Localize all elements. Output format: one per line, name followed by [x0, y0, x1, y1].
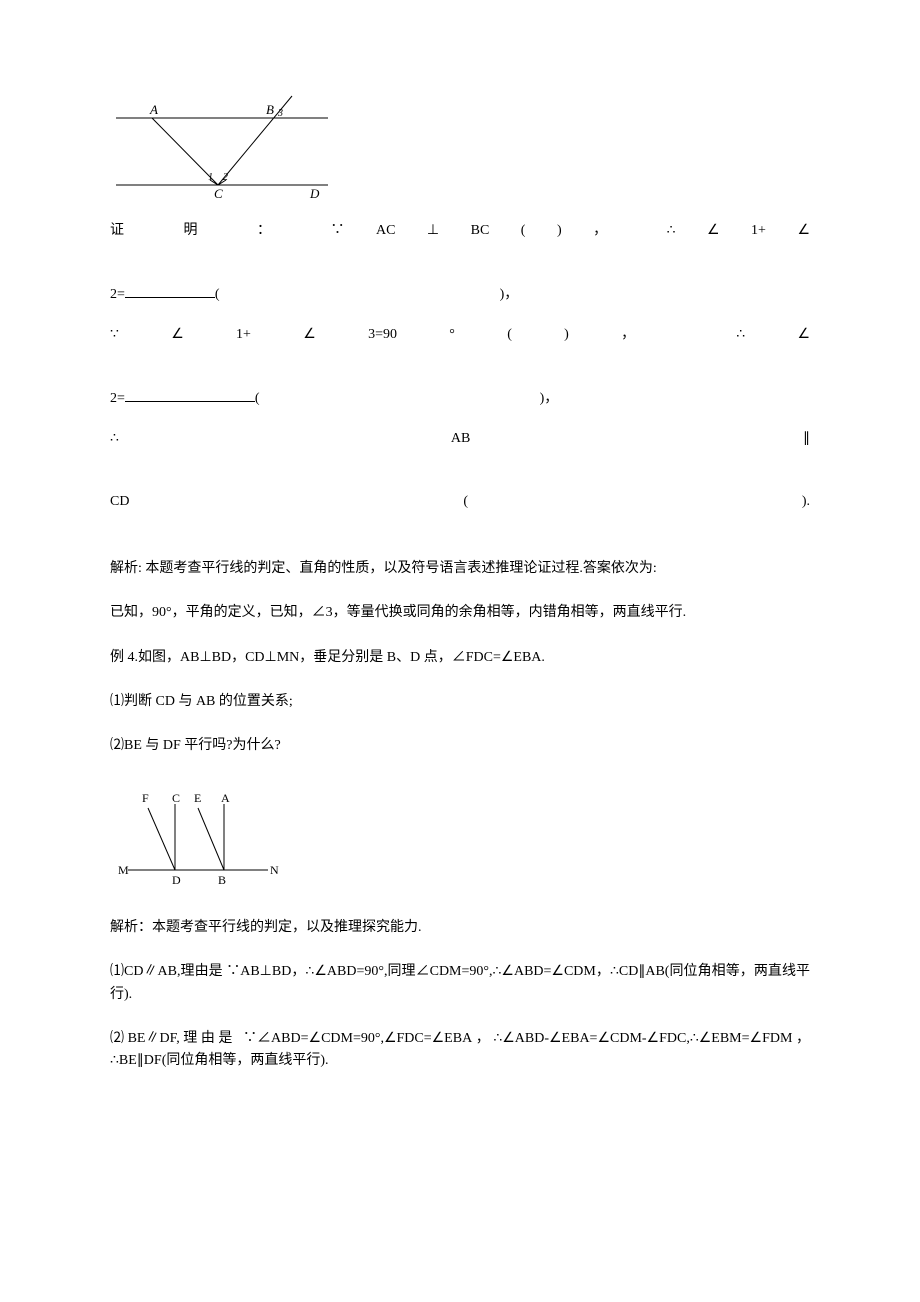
- proof-5b: AB: [451, 431, 470, 446]
- proof-1c: ) ，: [557, 223, 635, 238]
- proof-5a: ∴: [110, 431, 119, 446]
- proof-1b: (: [521, 223, 526, 238]
- d2-B: B: [218, 873, 226, 887]
- diagram1-label-A: A: [149, 102, 158, 117]
- proof-6c: ).: [802, 494, 810, 509]
- proof-6a: CD: [110, 494, 129, 509]
- proof-line-1: 证 明 ： ∵ AC ⊥ BC ( ) ， ∴ ∠ 1+ ∠: [110, 220, 810, 265]
- analysis-2: 解析：本题考查平行线的判定，以及推理探究能力.: [110, 917, 810, 939]
- example4-title: 例 4.如图，AB⊥BD，CD⊥MN，垂足分别是 B、D 点，∠FDC=∠EBA…: [110, 647, 810, 669]
- proof-5c: ∥: [803, 431, 810, 446]
- proof-4b: (: [255, 391, 260, 406]
- diagram1-label-D: D: [309, 186, 320, 200]
- solution-1: ⑴CD∥AB,理由是 ∵AB⊥BD，∴∠ABD=90°,同理∠CDM=90°,∴…: [110, 961, 810, 1006]
- proof-1d: ∴ ∠ 1+ ∠: [667, 223, 810, 238]
- proof-line-4: 2= ( )，: [110, 387, 810, 410]
- svg-text:3: 3: [277, 108, 283, 119]
- proof-3c: ∴ ∠: [736, 327, 810, 342]
- analysis-1b: 已知，90°，平角的定义，已知，∠3，等量代换或同角的余角相等，内错角相等，两直…: [110, 602, 810, 624]
- example4-q2: ⑵BE 与 DF 平行吗?为什么?: [110, 735, 810, 757]
- proof-2a: 2=: [110, 287, 125, 302]
- d2-N: N: [270, 863, 279, 877]
- diagram-1: 1 2 3 A B C D: [110, 90, 810, 200]
- solution-2: ⑵BE∥DF,理由是 ∵∠ABD=∠CDM=90°,∠FDC=∠EBA，∴∠AB…: [110, 1028, 810, 1073]
- svg-text:2: 2: [223, 172, 228, 183]
- proof-line-3: ∵ ∠ 1+ ∠ 3=90 ° ( ) ， ∴ ∠: [110, 324, 810, 369]
- diagram1-label-C: C: [214, 186, 223, 200]
- d2-F: F: [142, 791, 149, 805]
- proof-3a: ∵ ∠ 1+ ∠ 3=90 ° (: [110, 327, 512, 342]
- proof-4a: 2=: [110, 391, 125, 406]
- diagram1-label-B: B: [266, 102, 274, 117]
- d2-A: A: [221, 791, 230, 805]
- diagram-2: F C E A M D B N: [110, 780, 810, 895]
- proof-line-5: ∴ AB ∥: [110, 428, 810, 473]
- proof-line-2: 2= ( )，: [110, 283, 810, 306]
- d2-C: C: [172, 791, 180, 805]
- example4-q1: ⑴判断 CD 与 AB 的位置关系;: [110, 691, 810, 713]
- analysis-1: 解析: 本题考查平行线的判定、直角的性质，以及符号语言表述推理论证过程.答案依次…: [110, 558, 810, 580]
- proof-6b: (: [463, 494, 468, 509]
- proof-1a: 证 明 ： ∵ AC ⊥ BC: [110, 223, 489, 238]
- d2-M: M: [118, 863, 129, 877]
- svg-text:1: 1: [208, 172, 213, 183]
- proof-line-6: CD ( ).: [110, 491, 810, 536]
- proof-2c: )，: [500, 287, 519, 302]
- blank-2: [125, 387, 255, 402]
- blank-1: [125, 283, 215, 298]
- d2-E: E: [194, 791, 201, 805]
- d2-D: D: [172, 873, 181, 887]
- proof-4c: )，: [540, 391, 559, 406]
- proof-2b: (: [215, 287, 220, 302]
- proof-3b: ) ，: [564, 327, 684, 342]
